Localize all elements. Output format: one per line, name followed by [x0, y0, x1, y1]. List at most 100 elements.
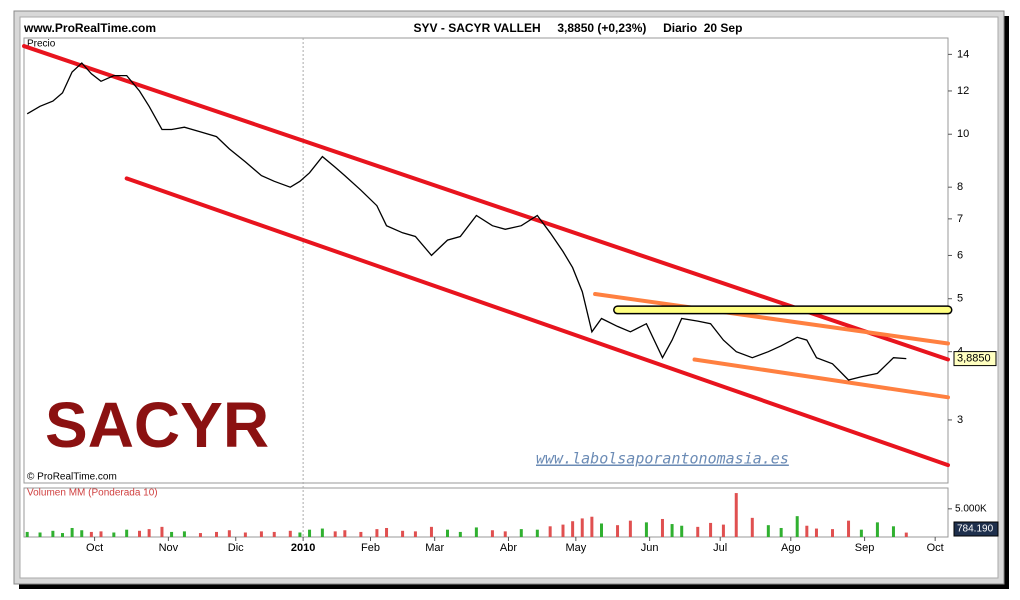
trend-line — [692, 357, 950, 400]
x-tick-label: Mar — [425, 542, 444, 554]
volume-bar — [320, 528, 324, 537]
x-tick-label: Sep — [855, 542, 875, 554]
trend-line — [593, 292, 950, 346]
volume-bar — [458, 531, 462, 537]
volume-bar — [734, 493, 738, 537]
volume-bar — [721, 524, 725, 537]
volume-bar — [847, 520, 851, 537]
volume-bar — [814, 528, 818, 537]
volume-bar — [298, 532, 302, 537]
url[interactable]: www.labolsaporantonomasia.es — [536, 450, 789, 468]
volume-bar — [401, 530, 405, 537]
volume-bar — [519, 529, 523, 537]
copyright: © ProRealTime.com — [27, 472, 117, 483]
volume-bar — [750, 517, 754, 537]
volume-bar — [590, 516, 594, 537]
volume-bar — [215, 531, 218, 537]
volume-bar — [795, 516, 799, 537]
y-tick-label: 5 — [957, 293, 963, 305]
trend-line — [124, 176, 950, 468]
volume-bar — [112, 532, 116, 537]
volume-bar — [535, 529, 539, 537]
volume-bar — [89, 531, 93, 537]
volume-bar — [875, 522, 879, 537]
volume-bar — [147, 529, 151, 537]
volume-bar — [138, 530, 141, 537]
volume-bar — [490, 530, 494, 537]
volume-bar — [333, 531, 337, 537]
y-tick-label: 12 — [957, 85, 969, 97]
volume-bar — [227, 530, 231, 537]
y-tick-label: 3 — [957, 414, 963, 426]
volume-bar — [25, 531, 29, 537]
volume-bar — [429, 526, 433, 537]
volume-bar — [670, 524, 674, 537]
volume-bar — [600, 523, 603, 537]
site: www.ProRealTime.com — [23, 21, 156, 35]
volume-bar — [243, 532, 247, 537]
volume-bar — [359, 531, 363, 537]
volume-label: 784.190 — [957, 524, 994, 535]
volume-bar — [170, 531, 174, 537]
volume-bar — [644, 522, 648, 537]
volume-bar — [446, 529, 449, 537]
volume-bar — [375, 529, 379, 537]
y-tick-label: 10 — [957, 128, 969, 140]
x-tick-label: Oct — [927, 542, 944, 554]
volume-label-box — [953, 521, 999, 537]
x-tick-label: Jul — [713, 542, 727, 554]
y-label: Precio — [27, 39, 56, 50]
volume-plot — [23, 487, 949, 538]
x-tick-label: Feb — [361, 542, 380, 554]
x-tick-label: Dic — [228, 542, 244, 554]
volume-bar — [61, 533, 64, 537]
volume-bar — [580, 518, 584, 537]
volume-bar — [561, 524, 565, 537]
price-label: 3,8850 — [957, 353, 991, 365]
y-tick-label: 14 — [957, 48, 969, 60]
volume-bar — [198, 533, 202, 537]
volume-bar — [308, 529, 312, 537]
watermark: SACYR — [45, 389, 269, 461]
volume-bar — [571, 521, 575, 537]
y-tick-label: 8 — [957, 181, 963, 193]
volume-bar — [259, 531, 263, 537]
volume-bar — [503, 531, 507, 537]
volume-bar — [125, 529, 129, 537]
volume-bar — [628, 520, 632, 537]
x-tick-label: Oct — [86, 542, 103, 554]
x-tick-label: Jun — [641, 542, 659, 554]
volume-bar — [859, 529, 863, 537]
volume-bar — [891, 526, 895, 537]
price-line — [26, 62, 907, 381]
volume-bar — [51, 530, 55, 537]
x-tick-label: Ago — [781, 542, 801, 554]
volume-bar — [766, 525, 770, 537]
volume-bar — [385, 527, 389, 537]
volume-bar — [99, 531, 103, 537]
chart-title: SYV - SACYR VALLEH 3,8850 (+0,23%) Diari… — [414, 21, 743, 35]
volume-bar — [413, 531, 417, 537]
x-tick-label: Abr — [500, 542, 517, 554]
volume-bar — [696, 526, 700, 537]
volume-bar — [343, 530, 347, 537]
volume-bar — [680, 525, 684, 537]
x-tick-label: May — [565, 542, 586, 554]
volume-bar — [616, 525, 620, 537]
volume-title: Volumen MM (Ponderada 10) — [27, 488, 158, 499]
volume-bar — [831, 529, 834, 537]
volume-bar — [779, 527, 783, 537]
y-tick-label: 7 — [957, 213, 963, 225]
y-tick-label: 6 — [957, 249, 963, 261]
volume-bar — [474, 527, 478, 537]
price-plot — [23, 37, 949, 484]
volume-bar — [660, 518, 664, 537]
volume-bar — [70, 527, 74, 537]
y-tick-label: 5.000K — [955, 503, 987, 514]
volume-bar — [38, 532, 42, 537]
volume-bar — [288, 530, 292, 537]
x-tick-label: Nov — [159, 542, 179, 554]
x-tick-label: 2010 — [291, 542, 315, 554]
volume-bar — [805, 525, 809, 537]
